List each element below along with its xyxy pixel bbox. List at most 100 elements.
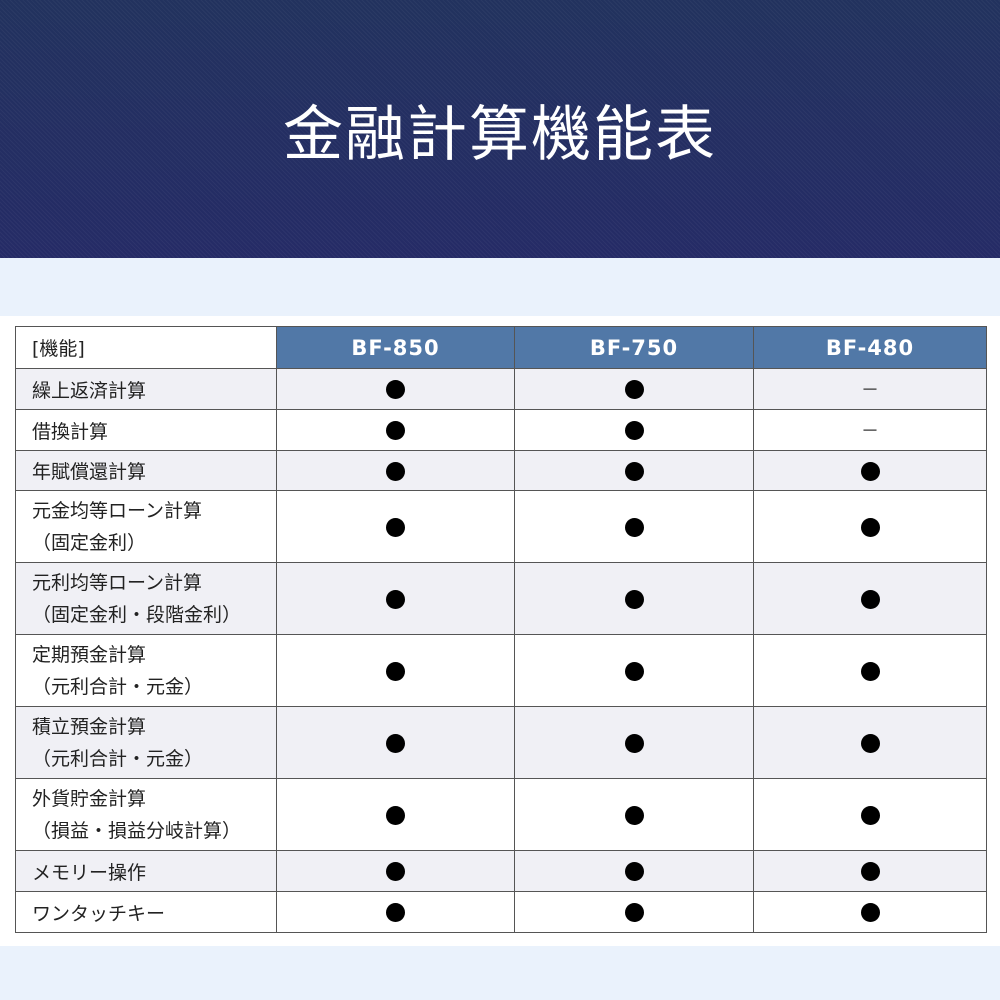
top-band: [0, 258, 1000, 316]
feature-cell: 積立預金計算 （元利合計・元金）: [15, 706, 277, 779]
support-cell: [753, 706, 987, 779]
support-cell: [276, 409, 515, 451]
support-cell: [276, 778, 515, 851]
supported-dot-icon: [860, 661, 880, 681]
supported-dot-icon: [386, 517, 405, 537]
support-cell: [753, 562, 987, 635]
supported-dot-icon: [624, 589, 644, 609]
support-cell: [276, 850, 515, 892]
support-cell: [753, 891, 987, 933]
support-cell: [276, 634, 515, 707]
feature-label: メモリー操作: [32, 861, 147, 884]
supported-dot-icon: [624, 461, 644, 481]
feature-label: （損益・損益分岐計算）: [32, 819, 242, 842]
supported-dot-icon: [624, 661, 644, 681]
feature-label: （固定金利・段階金利）: [32, 603, 242, 626]
table-row: 元利均等ローン計算 （固定金利・段階金利）: [15, 562, 987, 635]
support-cell: －: [753, 368, 987, 410]
support-cell: [514, 368, 754, 410]
feature-cell: 繰上返済計算: [15, 368, 277, 410]
supported-dot-icon: [860, 903, 880, 922]
supported-dot-icon: [386, 733, 405, 753]
table-row: 定期預金計算 （元利合計・元金）: [15, 634, 987, 707]
feature-label: 元利均等ローン計算: [32, 571, 203, 594]
feature-label: （固定金利）: [32, 531, 147, 554]
supported-dot-icon: [386, 421, 405, 440]
support-cell: [514, 634, 754, 707]
support-cell: [514, 409, 754, 451]
supported-dot-icon: [860, 517, 880, 537]
support-cell: [276, 891, 515, 933]
feature-cell: 元利均等ローン計算 （固定金利・段階金利）: [15, 562, 277, 635]
supported-dot-icon: [624, 421, 644, 440]
feature-cell: 外貨貯金計算 （損益・損益分岐計算）: [15, 778, 277, 851]
support-cell: [514, 562, 754, 635]
not-supported-dash: －: [861, 421, 879, 442]
supported-dot-icon: [860, 733, 880, 753]
table-row: メモリー操作: [15, 850, 987, 892]
feature-table: [機能] BF-850 BF-750 BF-480 繰上返済計算 － 借換計算 － 年賦…: [15, 326, 987, 933]
feature-label: 元金均等ローン計算: [32, 499, 203, 522]
feature-label: 繰上返済計算: [32, 379, 147, 402]
feature-label: 年賦償還計算: [32, 461, 147, 483]
supported-dot-icon: [386, 903, 405, 922]
supported-dot-icon: [386, 862, 405, 881]
not-supported-dash: －: [861, 380, 879, 401]
support-cell: [276, 706, 515, 779]
feature-cell: ワンタッチキー: [15, 891, 277, 933]
supported-dot-icon: [624, 380, 644, 399]
feature-label: （元利合計・元金）: [32, 675, 204, 698]
support-cell: [753, 490, 987, 563]
feature-cell: メモリー操作: [15, 850, 277, 892]
table-row: 繰上返済計算 －: [15, 368, 987, 410]
support-cell: [753, 450, 987, 491]
support-cell: [276, 490, 515, 563]
table-row: 元金均等ローン計算 （固定金利）: [15, 490, 987, 563]
support-cell: [514, 706, 754, 779]
feature-label: ワンタッチキー: [32, 902, 166, 925]
supported-dot-icon: [386, 589, 405, 609]
support-cell: [276, 450, 515, 491]
support-cell: [514, 850, 754, 892]
support-cell: [514, 490, 754, 563]
feature-label: 外貨貯金計算: [32, 787, 147, 810]
supported-dot-icon: [624, 903, 644, 922]
supported-dot-icon: [624, 862, 644, 881]
table-row: 積立預金計算 （元利合計・元金）: [15, 706, 987, 779]
feature-cell: 借換計算: [15, 409, 277, 451]
support-cell: [514, 891, 754, 933]
supported-dot-icon: [624, 517, 644, 537]
support-cell: [753, 850, 987, 892]
feature-header: [機能]: [15, 326, 277, 369]
table-row: ワンタッチキー: [15, 891, 987, 933]
feature-label: （元利合計・元金）: [32, 747, 204, 770]
page-title: 金融計算機能表: [283, 99, 717, 170]
feature-label: 積立預金計算: [32, 715, 147, 738]
supported-dot-icon: [860, 805, 880, 825]
model-header: BF-850: [276, 326, 515, 369]
supported-dot-icon: [860, 461, 880, 481]
model-header: BF-480: [753, 326, 987, 369]
title-banner: 金融計算機能表: [0, 0, 1000, 258]
support-cell: [514, 778, 754, 851]
supported-dot-icon: [386, 661, 405, 681]
support-cell: [753, 634, 987, 707]
feature-cell: 元金均等ローン計算 （固定金利）: [15, 490, 277, 563]
model-header: BF-750: [514, 326, 754, 369]
supported-dot-icon: [624, 733, 644, 753]
bottom-band: [0, 946, 1000, 1000]
header-row: [機能] BF-850 BF-750 BF-480: [15, 326, 987, 369]
feature-label: 借換計算: [32, 420, 109, 443]
support-cell: [753, 778, 987, 851]
table-row: 外貨貯金計算 （損益・損益分岐計算）: [15, 778, 987, 851]
supported-dot-icon: [624, 805, 644, 825]
supported-dot-icon: [386, 805, 405, 825]
support-cell: [276, 368, 515, 410]
supported-dot-icon: [386, 461, 405, 481]
supported-dot-icon: [386, 380, 405, 399]
supported-dot-icon: [860, 589, 880, 609]
support-cell: －: [753, 409, 987, 451]
feature-label: 定期預金計算: [32, 643, 147, 666]
feature-cell: 年賦償還計算: [15, 450, 277, 491]
feature-cell: 定期預金計算 （元利合計・元金）: [15, 634, 277, 707]
